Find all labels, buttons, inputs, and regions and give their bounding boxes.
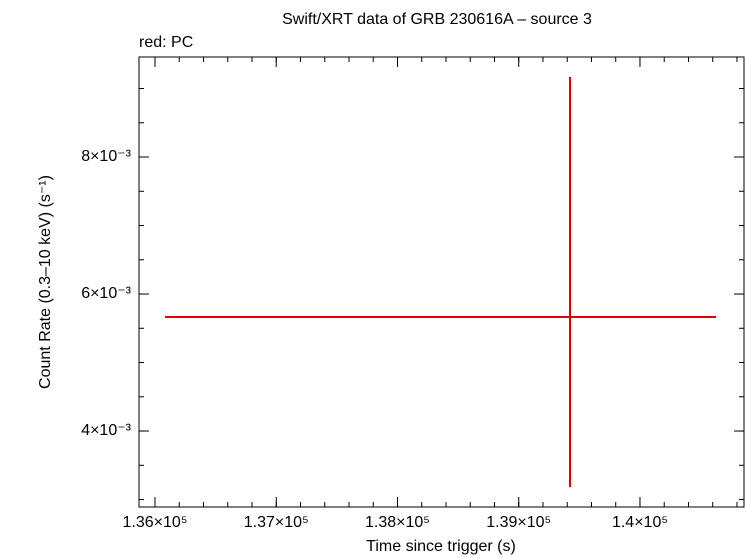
y-tick-label: 4×10⁻³ (81, 422, 131, 439)
chart-subtitle: red: PC (139, 34, 193, 51)
plot-frame (138, 56, 745, 508)
x-tick-label: 1.38×10⁵ (365, 514, 430, 531)
x-axis-label: Time since trigger (s) (366, 538, 516, 555)
y-tick-label: 8×10⁻³ (81, 148, 131, 165)
x-tick-label: 1.39×10⁵ (486, 514, 551, 531)
y-tick-label: 6×10⁻³ (81, 285, 131, 302)
y-axis-label: Count Rate (0.3–10 keV) (s⁻¹) (37, 175, 54, 389)
x-tick-label: 1.37×10⁵ (244, 514, 309, 531)
x-tick-label: 1.4×10⁵ (612, 514, 668, 531)
chart-title: Swift/XRT data of GRB 230616A – source 3 (282, 11, 592, 28)
x-tick-label: 1.36×10⁵ (123, 514, 188, 531)
